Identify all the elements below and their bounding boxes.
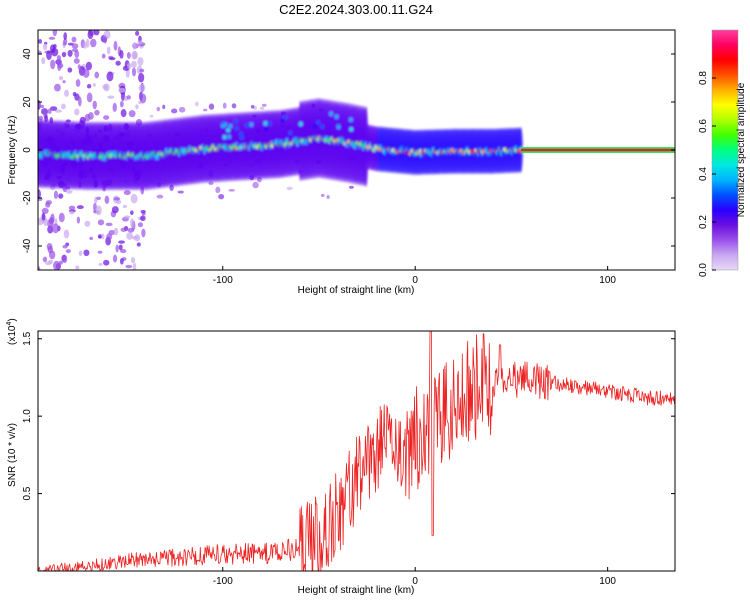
snr-ytick-label: 0.5 — [22, 486, 33, 500]
colorbar-tick-label: 0.0 — [698, 263, 709, 277]
spectrogram-image — [38, 30, 675, 270]
colorbar: 0.0 0.2 0.4 0.6 0.8 Normalized spectral ampl… — [698, 29, 747, 277]
colorbar-tick-label: 0.8 — [698, 71, 709, 85]
colorbar-ticks: 0.0 0.2 0.4 0.6 0.8 — [698, 71, 716, 277]
snr-ticks: -100 0 100 0.5 1.0 1.5 — [22, 331, 675, 587]
spectrogram-xtick-label: 0 — [412, 275, 418, 286]
figure-title: C2E2.2024.303.00.11.G24 — [279, 2, 433, 17]
snr-xlabel: Height of straight line (km) — [298, 585, 415, 596]
colorbar-frame — [711, 29, 739, 271]
spectrogram-ytick-label: 0 — [22, 147, 33, 153]
spectrogram-xlabel: Height of straight line (km) — [298, 285, 415, 296]
colorbar-tick-label: 0.2 — [698, 215, 709, 229]
snr-ylabel: SNR (10 * v/v) — [7, 423, 18, 487]
snr-xtick-label: 0 — [412, 576, 418, 587]
spectrogram-ytick-label: 40 — [22, 48, 33, 60]
spectrogram-ytick-label: -20 — [22, 190, 33, 205]
spectrogram-ylabel: Frequency (Hz) — [7, 116, 18, 185]
spectrogram-xtick-label: 100 — [599, 275, 616, 286]
colorbar-tick-label: 0.4 — [698, 167, 709, 181]
colorbar-tick-label: 0.6 — [698, 119, 709, 133]
spectrogram-ticks: -100 0 100 -40 -20 0 20 40 — [22, 48, 675, 286]
snr-xtick-label: 100 — [599, 576, 616, 587]
snr-panel: -100 0 100 0.5 1.0 1.5 Height of straight lin… — [6, 318, 676, 596]
spectrogram-tail-core — [521, 148, 675, 152]
colorbar-gradient — [712, 30, 738, 270]
spectrogram-panel: -100 0 100 -40 -20 0 20 40 Height of straight l… — [7, 29, 676, 296]
spectrogram-ytick-label: -40 — [22, 238, 33, 253]
spectrogram-band — [38, 97, 524, 191]
snr-ytick-label: 1.0 — [22, 409, 33, 423]
snr-scale-label: (x104) — [6, 318, 18, 345]
spectrogram-ytick-label: 20 — [22, 96, 33, 108]
snr-frame — [37, 330, 676, 572]
snr-series-line — [38, 331, 675, 571]
snr-xtick-label: -100 — [213, 576, 233, 587]
snr-ytick-label: 1.5 — [22, 331, 33, 345]
colorbar-label: Normalized spectral amplitude — [736, 82, 747, 217]
spectrogram-xtick-label: -100 — [213, 275, 233, 286]
